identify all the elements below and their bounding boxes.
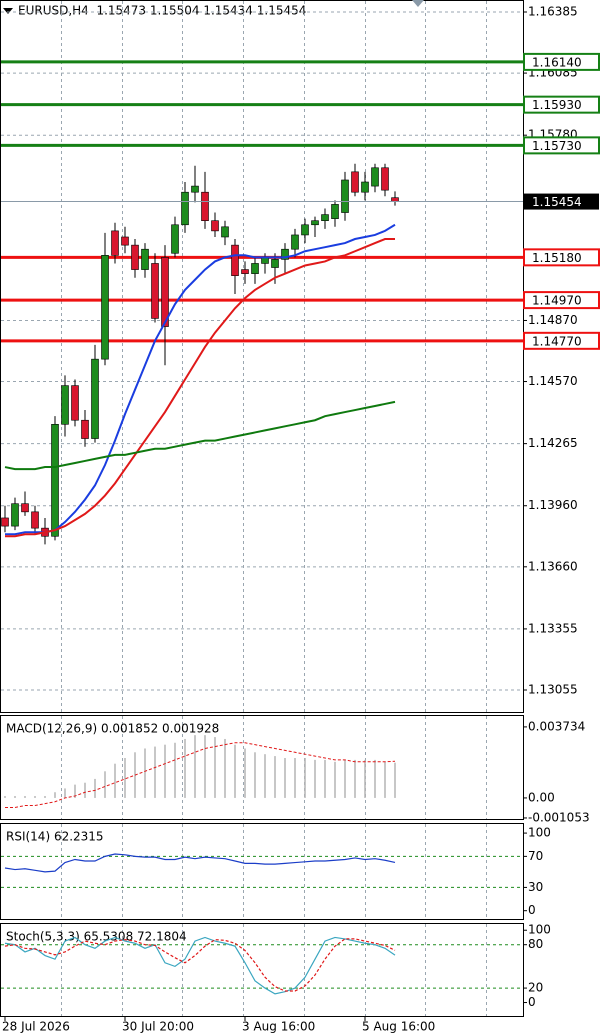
x-tick-label: 28 Jul 2026 [2,1020,70,1034]
indicator-label: Stoch(5,3,3) 65.5308 72.1804 [6,930,187,944]
main-panel [0,0,524,713]
candle-body [71,385,79,421]
candle-body [351,171,359,193]
stoch-panel [0,923,524,1017]
level-label: 1.16140 [532,55,582,69]
y-tick-label: 0 [528,903,536,917]
candle-body [381,167,389,191]
y-tick-label: 1.13055 [528,682,578,696]
y-tick-label: 1.13960 [528,498,578,512]
y-tick-label: 1.16385 [528,5,578,19]
level-box [523,95,600,114]
y-tick-label: 0.00 [528,790,555,804]
y-tick-label: 100 [528,826,551,840]
y-tick-label: 20 [528,981,543,995]
y-tick-label: 30 [528,880,543,894]
level-box [523,136,600,155]
candle-body [301,224,309,236]
x-tick-label: 5 Aug 16:00 [362,1020,435,1034]
candle-body [281,248,289,260]
candle-body [61,385,69,425]
y-tick-label: 1.13355 [528,621,578,635]
candle-body [191,185,199,193]
candle-body [51,423,59,537]
menu-arrow[interactable] [3,8,13,14]
candle-body [321,214,329,222]
y-tick-label: 0.003734 [528,719,585,733]
indicator-label: MACD(12,26,9) 0.001852 0.001928 [6,722,219,736]
candle-body [81,419,89,439]
candle-body [391,197,399,202]
candle-body [361,181,369,193]
y-tick-label: 80 [528,937,543,951]
level-label: 1.15180 [532,251,582,265]
panel-frames [0,0,524,1017]
level-label: 1.15730 [532,139,582,153]
candle-body [171,224,179,254]
chart-title: EURUSD,H4 1.15473 1.15504 1.15434 1.1545… [18,4,306,18]
candle-body [371,167,379,187]
level-box [523,52,600,71]
candle-body [111,230,119,256]
line [5,223,396,536]
y-tick-label: 0 [528,995,536,1009]
candle-body [271,259,279,268]
candle-body [31,511,39,529]
candle-body [91,358,99,439]
current-price-label: 1.15454 [532,195,582,209]
line [4,938,396,992]
level-box [523,248,600,267]
candle-body [161,257,169,327]
y-tick-label: 100 [528,923,551,937]
level-label: 1.14770 [532,334,582,348]
rsi-panel [0,823,524,920]
candle-body [241,269,249,274]
candle-body [221,226,229,238]
candle-body [341,179,349,213]
candle-body [211,220,219,232]
indicator-label: RSI(14) 62.2315 [6,830,104,844]
y-tick-label: -0.001053 [528,810,590,824]
macd-panel [0,715,524,820]
candle-body [131,244,139,270]
candle-body [121,236,129,246]
candle-body [21,503,29,513]
line [5,742,396,808]
candle-body [201,191,209,222]
y-tick-label: 1.14265 [528,436,578,450]
line [4,400,396,471]
candle-body [251,263,259,274]
line [4,936,396,995]
level-box [523,291,600,310]
candle-body [1,517,9,527]
candle-body [141,248,149,270]
candle-body [291,234,299,250]
candle-body [181,191,189,226]
level-label: 1.14970 [532,294,582,308]
line [5,238,395,538]
candle-body [331,204,339,219]
shift-marker [412,0,424,7]
candle-body [11,503,19,527]
level-box [523,331,600,350]
candle-body [311,220,319,226]
candle-body [101,255,109,360]
line [4,853,396,873]
level-label: 1.15930 [532,98,582,112]
y-tick-label: 1.14870 [528,313,578,327]
x-tick-label: 30 Jul 20:00 [122,1020,194,1034]
y-tick-label: 1.14570 [528,374,578,388]
candle-body [231,244,239,276]
candle-body [151,263,159,319]
current-price-box [524,193,599,210]
y-tick-label: 1.13660 [528,559,578,573]
y-tick-label: 70 [528,849,543,863]
x-tick-label: 3 Aug 16:00 [242,1020,315,1034]
